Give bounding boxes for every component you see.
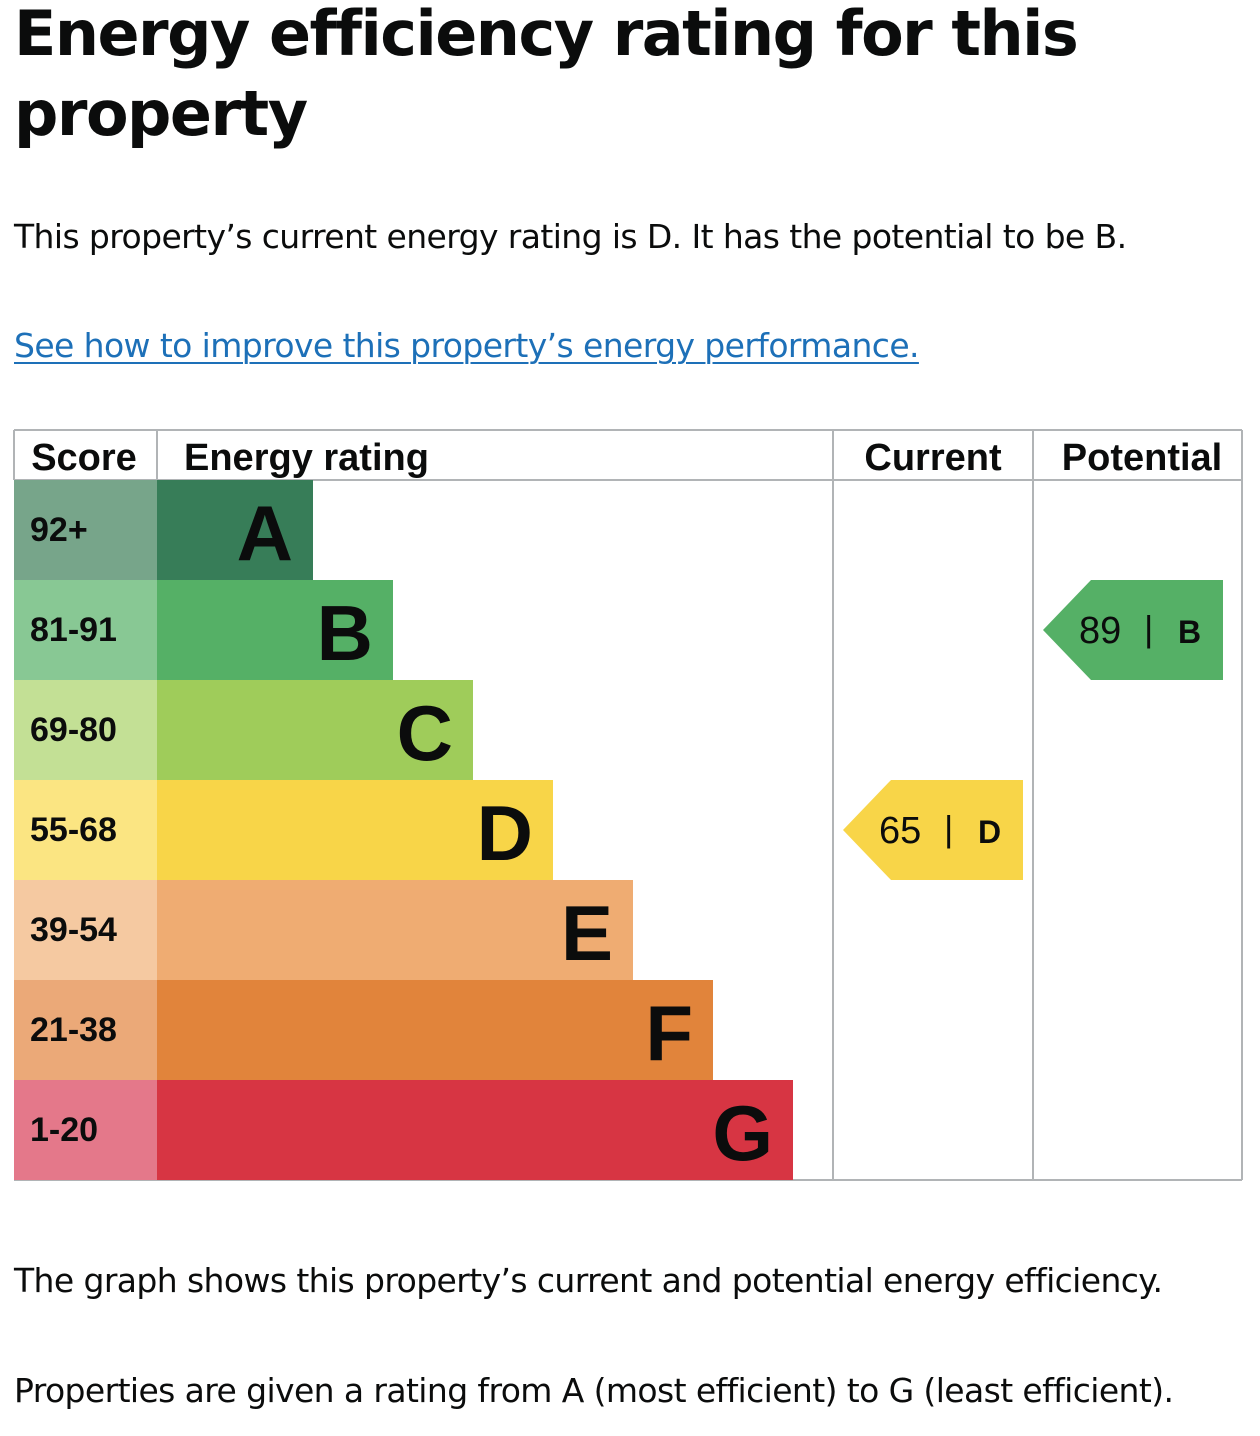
rating-letter-f: F bbox=[645, 989, 693, 1077]
rating-letter-b: B bbox=[317, 589, 373, 677]
score-cell-g bbox=[14, 1080, 157, 1180]
energy-rating-chart: Score Energy rating Current Potential 92+ A 8… bbox=[13, 429, 1243, 1181]
rating-bar-b bbox=[157, 580, 393, 680]
rating-bar-a bbox=[157, 480, 313, 580]
score-cell-a bbox=[14, 480, 157, 580]
rating-bar-g bbox=[157, 1080, 793, 1180]
potential-rating: 89 | B bbox=[1043, 580, 1223, 680]
rating-bar-f bbox=[157, 980, 713, 1080]
score-label-g: 1-20 bbox=[30, 1111, 98, 1149]
rating-letter-d: D bbox=[477, 789, 533, 877]
rating-letter-a: A bbox=[237, 489, 293, 577]
potential-rating-separator: | bbox=[1144, 608, 1153, 649]
current-rating-score: 65 bbox=[879, 810, 921, 852]
rating-bar-d bbox=[157, 780, 553, 880]
score-label-d: 55-68 bbox=[30, 811, 117, 849]
current-rating-separator: | bbox=[944, 808, 953, 849]
rating-scale-description: Properties are given a rating from A (mo… bbox=[14, 1371, 1174, 1410]
header-current: Current bbox=[864, 437, 1002, 479]
rating-bands: 92+ A 81-91 B 69-80 C 55-68 D 39-54 E 21-38 F 1-20 G bbox=[14, 480, 793, 1180]
potential-rating-score: 89 bbox=[1079, 610, 1121, 652]
rating-letter-g: G bbox=[712, 1089, 773, 1177]
score-cell-e bbox=[14, 880, 157, 980]
score-cell-d bbox=[14, 780, 157, 880]
score-cell-b bbox=[14, 580, 157, 680]
chart-headers: Score Energy rating Current Potential bbox=[31, 437, 1222, 479]
rating-summary: This property’s current energy rating is… bbox=[14, 217, 1127, 256]
page-title: Energy efficiency rating for this proper… bbox=[14, 0, 1079, 150]
potential-rating-letter: B bbox=[1178, 614, 1201, 650]
current-rating-letter: D bbox=[978, 814, 1001, 850]
header-potential: Potential bbox=[1062, 437, 1222, 479]
current-rating-arrow bbox=[843, 780, 1023, 880]
score-label-f: 21-38 bbox=[30, 1011, 117, 1049]
header-score: Score bbox=[31, 437, 137, 479]
rating-bar-e bbox=[157, 880, 633, 980]
score-cell-c bbox=[14, 680, 157, 780]
rating-indicators: 65 | D 89 | B bbox=[843, 580, 1223, 880]
potential-rating-arrow bbox=[1043, 580, 1223, 680]
score-label-b: 81-91 bbox=[30, 611, 117, 649]
score-label-a: 92+ bbox=[30, 511, 88, 549]
current-rating: 65 | D bbox=[843, 780, 1023, 880]
rating-letter-e: E bbox=[561, 889, 613, 977]
score-label-c: 69-80 bbox=[30, 711, 117, 749]
score-label-e: 39-54 bbox=[30, 911, 117, 949]
rating-bar-c bbox=[157, 680, 473, 780]
graph-description: The graph shows this property’s current … bbox=[14, 1261, 1163, 1300]
rating-letter-c: C bbox=[397, 689, 453, 777]
header-energy-rating: Energy rating bbox=[184, 437, 429, 479]
improve-performance-link[interactable]: See how to improve this property’s energ… bbox=[14, 326, 920, 365]
score-cell-f bbox=[14, 980, 157, 1080]
